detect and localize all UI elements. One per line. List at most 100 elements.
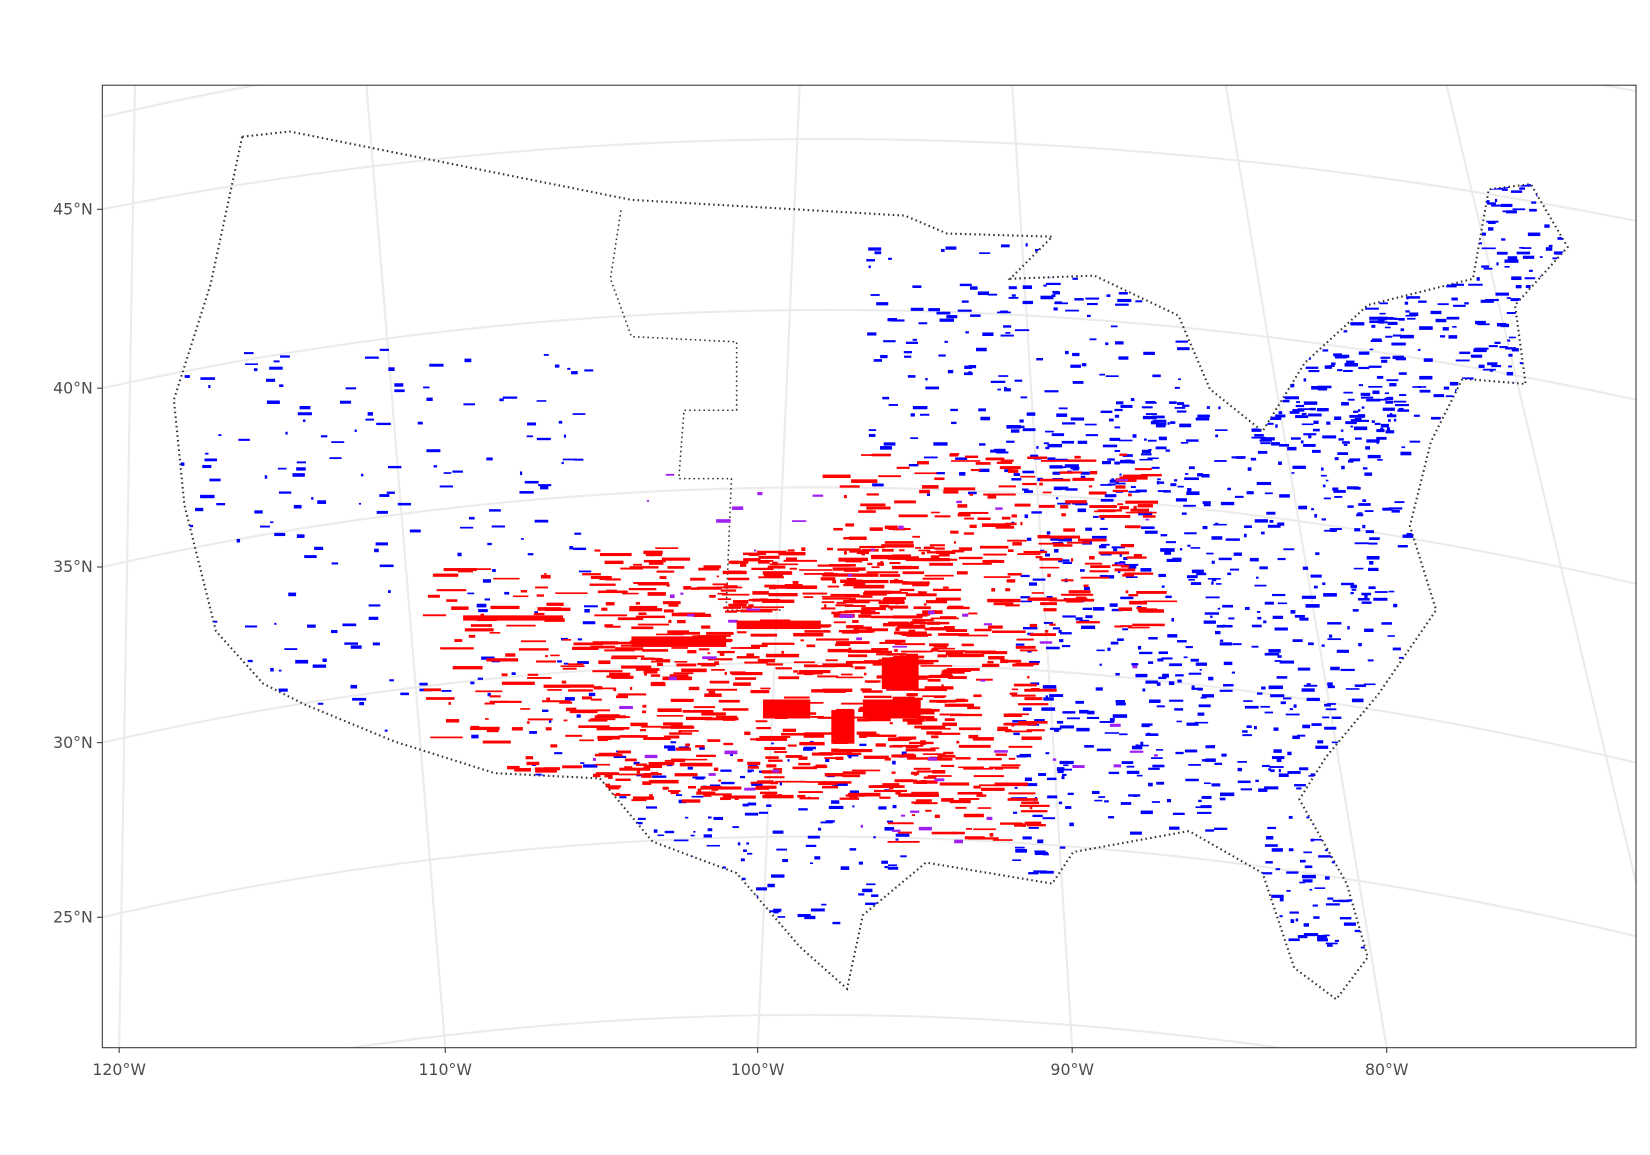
point-cluster	[981, 523, 1011, 527]
point-cluster	[872, 590, 902, 593]
point-cluster	[801, 547, 806, 551]
point-cluster	[1527, 324, 1539, 326]
point-cluster	[592, 670, 623, 673]
point-cluster	[901, 650, 927, 653]
point-cluster	[1227, 930, 1231, 934]
point-cluster	[1092, 607, 1105, 611]
point-cluster	[635, 668, 660, 671]
point-cluster	[927, 621, 941, 625]
point-cluster	[1136, 774, 1143, 777]
point-cluster	[670, 725, 694, 729]
point-cluster	[1132, 623, 1165, 627]
point-cluster	[1070, 417, 1085, 421]
point-cluster	[1042, 817, 1056, 820]
x-tick-label: 120°W	[92, 1060, 146, 1079]
point-cluster	[649, 794, 653, 797]
point-cluster	[657, 662, 663, 666]
point-cluster	[1096, 890, 1110, 894]
point-cluster	[964, 836, 985, 840]
point-cluster	[480, 613, 485, 617]
point-cluster	[1340, 834, 1352, 838]
point-cluster	[1382, 868, 1396, 872]
point-cluster	[1323, 593, 1337, 597]
point-cluster	[1284, 396, 1294, 399]
point-cluster	[1452, 283, 1465, 286]
point-cluster	[1020, 933, 1033, 937]
point-cluster	[1278, 773, 1289, 777]
point-cluster	[1380, 816, 1392, 819]
point-cluster	[1406, 223, 1411, 227]
point-cluster	[663, 735, 680, 739]
point-cluster	[871, 566, 880, 569]
point-cluster	[601, 607, 608, 611]
point-cluster	[733, 600, 749, 604]
point-cluster	[1324, 365, 1333, 369]
point-cluster	[1202, 501, 1211, 504]
point-cluster	[1108, 816, 1115, 819]
point-cluster	[1283, 548, 1295, 551]
point-cluster	[1426, 180, 1437, 183]
point-cluster	[1394, 318, 1402, 320]
point-cluster	[817, 675, 839, 678]
point-cluster	[644, 672, 648, 676]
point-cluster	[868, 785, 902, 788]
point-cluster	[919, 413, 930, 416]
point-cluster	[1237, 323, 1240, 328]
point-cluster	[1124, 572, 1154, 575]
point-cluster	[1191, 685, 1195, 689]
point-cluster	[1245, 897, 1249, 901]
point-cluster	[1451, 297, 1458, 301]
point-cluster	[601, 786, 620, 790]
point-cluster	[1104, 494, 1117, 498]
point-cluster	[274, 622, 277, 625]
point-cluster	[419, 682, 428, 686]
point-cluster	[610, 657, 638, 660]
point-cluster	[860, 824, 864, 828]
point-cluster	[879, 796, 891, 799]
point-cluster	[1255, 365, 1268, 369]
point-cluster	[1132, 434, 1137, 438]
point-cluster	[1323, 497, 1331, 500]
point-cluster	[685, 743, 690, 747]
point-cluster	[1079, 709, 1089, 714]
point-cluster	[1022, 285, 1033, 289]
point-cluster	[1258, 402, 1262, 407]
point-cluster	[703, 565, 721, 569]
point-cluster	[1154, 754, 1158, 757]
point-cluster	[645, 806, 658, 809]
point-cluster	[722, 901, 738, 905]
point-cluster	[397, 502, 412, 506]
point-cluster	[677, 619, 686, 624]
point-cluster	[1197, 811, 1212, 814]
point-cluster	[1020, 475, 1036, 478]
point-cluster	[748, 604, 754, 608]
point-cluster	[1435, 318, 1447, 323]
point-cluster	[878, 806, 887, 810]
point-cluster	[681, 799, 701, 803]
point-cluster	[1377, 459, 1383, 461]
point-cluster	[704, 693, 722, 697]
point-cluster	[1100, 410, 1113, 414]
point-cluster	[1089, 556, 1095, 560]
point-cluster	[1413, 252, 1420, 256]
point-cluster	[1075, 617, 1083, 621]
point-cluster	[1030, 454, 1039, 458]
point-cluster	[821, 596, 851, 598]
point-cluster	[546, 697, 551, 701]
point-cluster	[1004, 386, 1007, 389]
point-cluster	[848, 647, 852, 651]
point-cluster	[609, 641, 641, 645]
point-cluster	[1157, 478, 1161, 481]
point-cluster	[394, 389, 405, 393]
point-cluster	[1061, 579, 1074, 582]
point-cluster	[1260, 705, 1271, 708]
point-cluster	[1354, 684, 1366, 688]
point-cluster	[954, 839, 963, 844]
point-cluster	[563, 662, 569, 665]
point-cluster	[223, 643, 226, 646]
point-cluster	[1536, 324, 1544, 328]
point-cluster	[1487, 402, 1495, 406]
point-cluster	[269, 521, 274, 524]
point-cluster	[1393, 418, 1397, 422]
point-cluster	[1511, 276, 1522, 281]
